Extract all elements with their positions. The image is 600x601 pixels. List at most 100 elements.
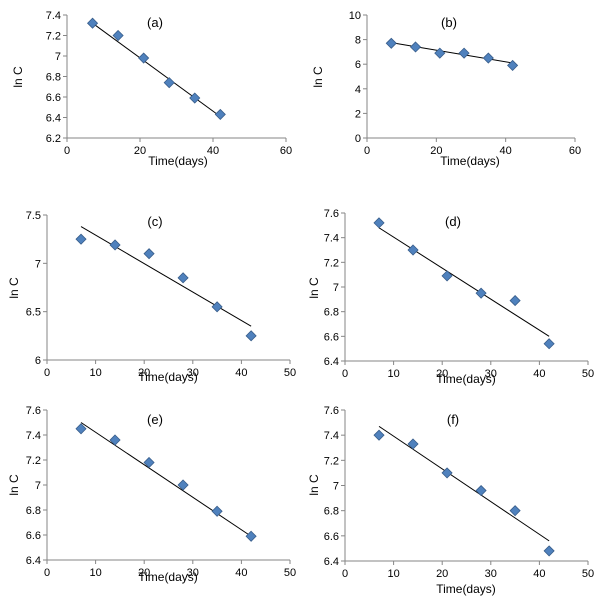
- panel-title: (b): [441, 15, 457, 30]
- data-point: [109, 434, 121, 446]
- x-axis-title: Time(days): [148, 154, 208, 168]
- trendline: [80, 422, 252, 537]
- x-tick-label: 20: [436, 568, 448, 580]
- y-axis-title: ln C: [311, 66, 325, 88]
- data-point: [177, 479, 189, 491]
- y-tick-label: 7.2: [324, 455, 339, 467]
- y-tick-label: 7: [55, 51, 61, 63]
- trendline: [378, 227, 550, 337]
- x-tick-label: 30: [187, 567, 199, 579]
- x-tick-label: 0: [64, 145, 70, 157]
- data-point: [543, 545, 555, 557]
- y-tick-label: 8: [355, 35, 361, 47]
- trendline: [92, 22, 221, 117]
- x-tick-label: 40: [533, 568, 545, 580]
- y-tick-label: 7.4: [26, 430, 41, 442]
- chart-panel: 0 10 20 30 40 50 6 6.5 7 7.5 (c) Time(days) ln C: [7, 210, 296, 384]
- y-tick-label: 6.6: [46, 92, 61, 104]
- y-tick-label: 6.2: [46, 133, 61, 145]
- y-tick-label: 7: [333, 481, 339, 493]
- data-point: [407, 438, 419, 450]
- data-point: [373, 217, 385, 229]
- x-tick-label: 50: [284, 367, 296, 379]
- y-tick-label: 7: [35, 480, 41, 492]
- data-point: [434, 47, 446, 59]
- x-tick-label: 50: [582, 368, 594, 380]
- data-point: [138, 52, 150, 64]
- data-point: [112, 29, 124, 42]
- x-tick-label: 20: [138, 567, 150, 579]
- x-tick-label: 0: [342, 368, 348, 380]
- y-tick-label: 6: [355, 59, 361, 71]
- x-tick-label: 40: [235, 567, 247, 579]
- y-tick-label: 6.6: [324, 531, 339, 543]
- chart-panel: 0 10 20 30 40 50 6.4 6.6 6.8 7 7.2 7.4 7.6 (f) Time(da…: [307, 405, 594, 596]
- x-tick-label: 40: [207, 145, 219, 157]
- data-point: [385, 37, 397, 49]
- y-tick-label: 7.4: [324, 233, 339, 245]
- trendline: [391, 42, 513, 64]
- x-axis-title: Time(days): [138, 370, 198, 384]
- y-tick-label: 6.6: [324, 331, 339, 343]
- y-tick-label: 0: [355, 133, 361, 145]
- x-tick-label: 30: [187, 367, 199, 379]
- x-tick-label: 50: [284, 567, 296, 579]
- y-tick-label: 7: [333, 282, 339, 294]
- x-tick-label: 40: [235, 367, 247, 379]
- y-axis-title: ln C: [7, 474, 21, 496]
- data-point: [509, 505, 521, 517]
- y-tick-label: 7.2: [46, 31, 61, 43]
- y-tick-label: 6.8: [26, 505, 41, 517]
- panel-title: (f): [447, 412, 459, 427]
- chart-panel: 0 20 40 60 0 2 4 6 8 10 (b) Time(days) ln C: [311, 10, 581, 168]
- y-tick-label: 6.6: [26, 530, 41, 542]
- x-tick-label: 10: [89, 567, 101, 579]
- data-point: [543, 338, 555, 350]
- y-tick-label: 7.4: [324, 430, 339, 442]
- x-axis-title: Time(days): [436, 372, 496, 386]
- x-tick-label: 10: [387, 568, 399, 580]
- panel-title: (c): [147, 214, 162, 229]
- data-point: [245, 530, 257, 542]
- x-tick-label: 10: [387, 368, 399, 380]
- y-tick-label: 6.4: [46, 113, 61, 125]
- data-point: [214, 108, 226, 120]
- x-tick-label: 20: [430, 145, 442, 157]
- y-tick-label: 6.4: [26, 555, 41, 567]
- data-point: [509, 295, 521, 307]
- data-point: [143, 248, 155, 260]
- panel-title: (a): [147, 15, 163, 30]
- x-tick-label: 20: [138, 367, 150, 379]
- x-tick-label: 40: [500, 145, 512, 157]
- x-axis-title: Time(days): [436, 582, 496, 596]
- y-tick-label: 4: [355, 84, 361, 96]
- y-tick-label: 10: [349, 10, 361, 22]
- data-point: [211, 505, 223, 517]
- y-tick-label: 7.2: [26, 455, 41, 467]
- data-point: [441, 467, 453, 479]
- x-tick-label: 10: [89, 367, 101, 379]
- data-point: [407, 244, 419, 256]
- trendline: [80, 226, 252, 327]
- y-tick-label: 6.8: [46, 72, 61, 84]
- data-point: [475, 484, 487, 497]
- x-tick-label: 20: [436, 368, 448, 380]
- y-tick-label: 7.2: [324, 257, 339, 269]
- data-point: [86, 17, 99, 29]
- y-axis-title: ln C: [307, 277, 321, 299]
- chart-panel: 0 10 20 30 40 50 6.4 6.6 6.8 7 7.2 7.4 7.6 (d) Time(da…: [307, 208, 594, 386]
- x-tick-label: 20: [134, 145, 146, 157]
- y-axis-title: ln C: [7, 277, 21, 299]
- y-tick-label: 6: [35, 355, 41, 367]
- x-tick-label: 40: [533, 368, 545, 380]
- x-tick-label: 0: [342, 568, 348, 580]
- x-tick-label: 50: [582, 568, 594, 580]
- data-point: [245, 330, 257, 342]
- x-tick-label: 0: [44, 367, 50, 379]
- y-axis-title: ln C: [11, 66, 25, 88]
- data-point: [458, 47, 470, 59]
- x-tick-label: 30: [485, 368, 497, 380]
- data-point: [441, 270, 453, 282]
- panel-title: (d): [445, 214, 461, 229]
